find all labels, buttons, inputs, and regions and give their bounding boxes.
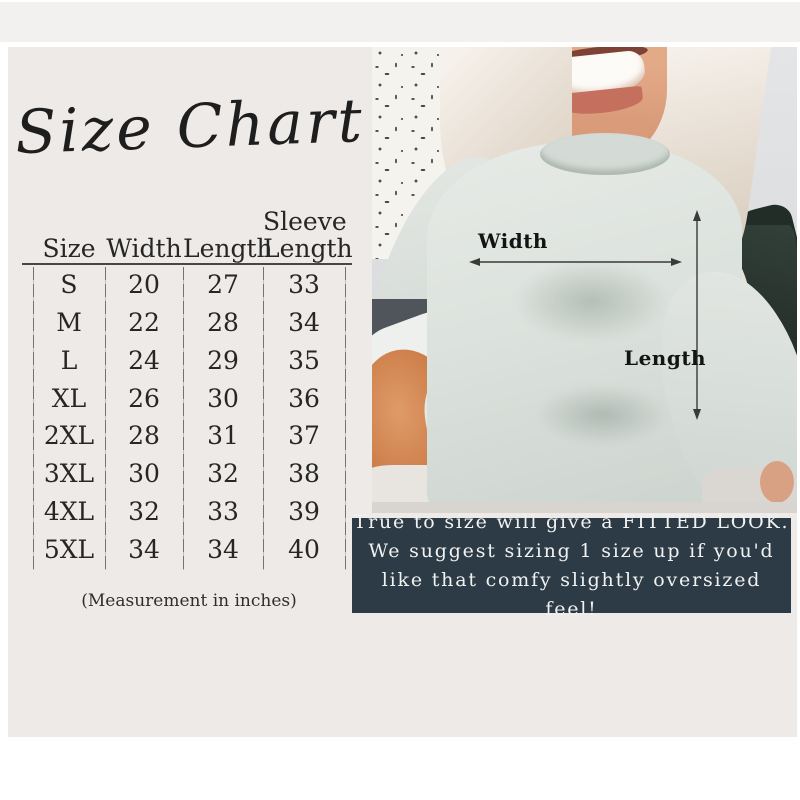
table-cell: M xyxy=(56,308,82,338)
table-cell: 36 xyxy=(288,383,320,413)
table-cell: 39 xyxy=(288,496,320,526)
table-cell: 33 xyxy=(288,270,320,300)
column-header-sleeve-length: Sleeve Length xyxy=(263,207,353,263)
table-cell: 32 xyxy=(128,496,160,526)
table-cell: 34 xyxy=(128,534,160,564)
fit-note-box: True to size will give a FITTED LOOK. We… xyxy=(352,511,791,620)
measurement-note: (Measurement in inches) xyxy=(81,591,297,611)
table-cell: 33 xyxy=(207,496,239,526)
table-row: M 22 28 34 xyxy=(33,304,345,342)
sweatshirt-collar xyxy=(540,133,670,175)
table-cell: 22 xyxy=(128,308,160,338)
length-arrow-icon xyxy=(693,210,701,420)
size-table: S 20 27 33 M 22 28 34 L 24 29 35 XL 26 3… xyxy=(33,266,345,568)
table-cell: 28 xyxy=(207,308,239,338)
length-annotation-label: Length xyxy=(624,346,707,370)
table-cell: 28 xyxy=(128,421,160,451)
measurement-arrows xyxy=(469,210,701,420)
table-row: 5XL 34 34 40 xyxy=(33,530,345,568)
table-row: L 24 29 35 xyxy=(33,342,345,380)
table-cell: 5XL xyxy=(43,534,95,564)
size-chart-title: Size Chart xyxy=(14,85,366,169)
table-cell: 34 xyxy=(207,534,239,564)
column-header-width: Width xyxy=(106,234,182,263)
column-divider xyxy=(345,267,346,570)
table-cell: 24 xyxy=(128,345,160,375)
table-cell: 3XL xyxy=(43,459,95,489)
table-cell: 37 xyxy=(288,421,320,451)
table-cell: 30 xyxy=(128,459,160,489)
table-cell: 38 xyxy=(288,459,320,489)
table-cell: 34 xyxy=(288,308,320,338)
table-cell: 20 xyxy=(128,270,160,300)
table-cell: 26 xyxy=(128,383,160,413)
table-cell: 40 xyxy=(288,534,320,564)
width-annotation-label: Width xyxy=(478,229,548,253)
table-cell: 2XL xyxy=(43,421,95,451)
table-cell: 29 xyxy=(207,345,239,375)
width-arrow-icon xyxy=(469,258,682,266)
table-cell: 32 xyxy=(207,459,239,489)
fit-note-text: True to size will give a FITTED LOOK. We… xyxy=(353,510,790,620)
table-row: S 20 27 33 xyxy=(33,266,345,304)
column-divider xyxy=(105,267,106,570)
table-row: 2XL 28 31 37 xyxy=(33,417,345,455)
photo-floor xyxy=(372,502,797,513)
top-band xyxy=(0,2,800,42)
model-photo: Width Length xyxy=(372,47,797,513)
table-cell: 35 xyxy=(288,345,320,375)
hand xyxy=(760,461,794,503)
table-row: 4XL 32 33 39 xyxy=(33,493,345,531)
column-divider xyxy=(183,267,184,570)
column-header-size: Size xyxy=(42,234,96,263)
column-divider xyxy=(263,267,264,570)
table-cell: L xyxy=(60,345,78,375)
table-cell: 31 xyxy=(207,421,239,451)
table-cell: 27 xyxy=(207,270,239,300)
table-row: 3XL 30 32 38 xyxy=(33,455,345,493)
table-header-row: Size Width Length Sleeve Length xyxy=(33,198,353,264)
column-divider xyxy=(33,267,34,570)
table-cell: 4XL xyxy=(43,496,95,526)
table-cell: S xyxy=(60,270,78,300)
table-cell: 30 xyxy=(207,383,239,413)
table-row: XL 26 30 36 xyxy=(33,379,345,417)
header-underline xyxy=(22,263,352,265)
table-cell: XL xyxy=(51,383,87,413)
column-header-length: Length xyxy=(183,234,273,263)
